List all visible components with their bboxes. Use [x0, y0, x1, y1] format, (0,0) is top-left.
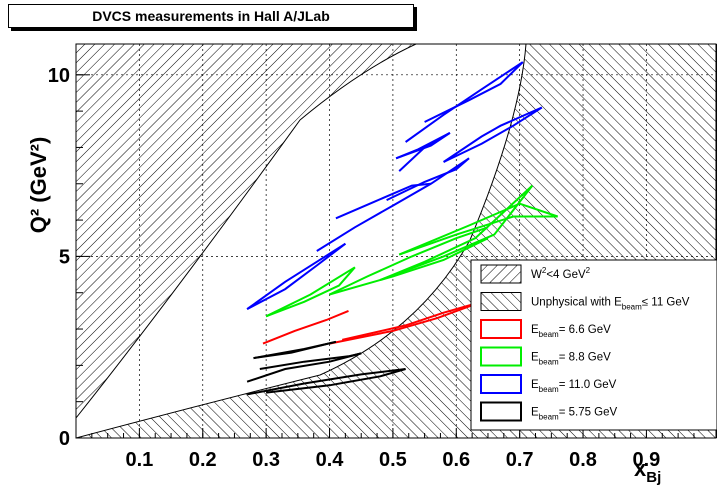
- plot-frame: [75, 43, 717, 439]
- legend-label: Ebeam= 6.6 GeV: [531, 324, 611, 339]
- series-line: [424, 61, 524, 123]
- x-tick-label: 0.2: [189, 449, 217, 471]
- legend-label-sub: beam: [622, 303, 642, 312]
- series-line: [341, 300, 482, 341]
- series-line: [265, 266, 356, 318]
- series-line: [335, 182, 431, 220]
- legend-label-main: E: [531, 407, 539, 419]
- y-tick-label: 10: [48, 65, 70, 87]
- data-series: [246, 61, 559, 396]
- legend-label-tail: = 11.0 GeV: [559, 379, 617, 391]
- series-line: [329, 237, 489, 296]
- legend-swatch: [480, 346, 522, 367]
- series-line: [443, 106, 543, 163]
- legend-label-main: Unphysical with E: [531, 297, 622, 309]
- x-tick-label: 0.5: [379, 449, 407, 471]
- legend-swatch: [480, 374, 522, 394]
- y-axis-label: Q² (GeV²): [26, 137, 51, 234]
- x-tick-label: 0.4: [316, 449, 345, 471]
- y-tick-label: 0: [59, 428, 70, 450]
- series-line: [246, 242, 347, 310]
- legend-label-main: W: [531, 269, 542, 281]
- legend-label-sub: beam: [539, 358, 559, 367]
- legend-label-sub: beam: [539, 330, 559, 339]
- chart-title: DVCS measurements in Hall A/JLab: [8, 4, 414, 28]
- legend-label-main: E: [531, 352, 539, 364]
- x-tick-label: 0.6: [442, 449, 470, 471]
- x-axis-label-main: x: [634, 456, 647, 481]
- legend-label-sup: 2: [542, 266, 547, 275]
- series-line: [443, 106, 543, 163]
- legend-swatch: [480, 264, 522, 284]
- series-line: [398, 202, 559, 256]
- legend-label-sub: beam: [539, 385, 559, 394]
- x-tick-label: 0.9: [633, 449, 661, 471]
- series-line: [398, 215, 558, 256]
- legend-label: Unphysical with Ebeam≤ 11 GeV: [531, 297, 690, 312]
- series-line: [246, 368, 406, 396]
- legend-label-main: E: [531, 379, 539, 391]
- plot-border: [75, 43, 717, 439]
- legend-label: W2<4 GeV2: [531, 266, 591, 281]
- series-line: [405, 61, 524, 143]
- series-line: [379, 184, 534, 281]
- series-group: [262, 300, 482, 345]
- w2-region: [76, 44, 417, 419]
- series-line: [386, 157, 470, 202]
- legend-swatch: [480, 292, 522, 311]
- legend-label-sup: 2: [586, 266, 591, 275]
- grid-lines: [76, 44, 717, 438]
- legend-label-tail: ≤ 11 GeV: [642, 297, 690, 309]
- x-axis-label-sub: Bj: [646, 469, 661, 486]
- legend-label: Ebeam= 8.8 GeV: [531, 352, 611, 367]
- legend-label: Ebeam= 11.0 GeV: [531, 379, 617, 394]
- legend-label-tail: = 8.8 GeV: [559, 352, 611, 364]
- legend-label-tail: = 5.75 GeV: [559, 407, 618, 419]
- legend-label-sub: beam: [539, 413, 559, 422]
- legend-label: Ebeam= 5.75 GeV: [531, 407, 618, 422]
- axes: 0.1 0.2 0.3 0.4 0.5 0.6 0.7 0.8 0.9 0 5 10 xBj Q² (Ge…: [26, 65, 695, 486]
- legend-label-tail: <4 GeV: [546, 269, 586, 281]
- series-line: [253, 340, 337, 360]
- x-axis-label: xBj: [634, 456, 661, 486]
- series-line: [329, 226, 489, 296]
- series-group: [246, 340, 406, 396]
- series-line: [265, 266, 356, 318]
- x-tick-label: 0.1: [125, 449, 153, 471]
- series-group: [246, 61, 543, 310]
- y-tick-label: 5: [59, 246, 70, 268]
- series-line: [265, 368, 406, 394]
- legend-swatch: [480, 401, 522, 422]
- legend-swatch: [480, 319, 522, 339]
- series-line: [246, 242, 346, 310]
- series-line: [398, 132, 451, 172]
- series-group: [265, 184, 559, 318]
- series-line: [329, 300, 482, 345]
- legend-label-tail: = 6.6 GeV: [559, 324, 611, 336]
- x-tick-label: 0.8: [569, 449, 597, 471]
- x-tick-label: 0.7: [506, 449, 534, 471]
- series-line: [259, 352, 362, 370]
- legend-label-main: E: [531, 324, 539, 336]
- series-line: [262, 309, 349, 345]
- x-tick-label: 0.3: [252, 449, 280, 471]
